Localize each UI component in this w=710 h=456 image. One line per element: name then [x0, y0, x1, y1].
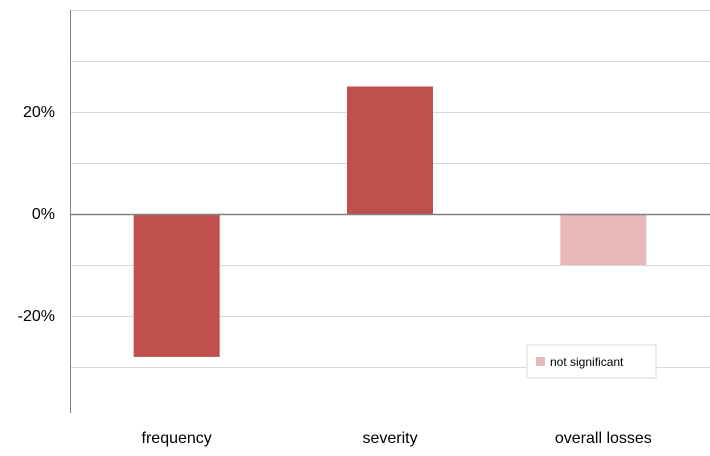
bar-frequency [133, 214, 220, 357]
y-tick-label: -20% [18, 308, 55, 325]
x-tick-labels: frequency severity overall losses [142, 430, 652, 447]
x-tick-label: overall losses [555, 430, 652, 447]
y-tick-label: 20% [23, 104, 55, 121]
bar-severity [347, 86, 433, 215]
legend-swatch-not-significant [536, 357, 545, 366]
legend-label-not-significant: not significant [550, 355, 624, 369]
bar-overall-losses [560, 214, 647, 266]
legend: not significant [526, 344, 657, 379]
x-tick-label: severity [362, 430, 417, 447]
y-tick-labels: -20% 0% 20% [18, 104, 55, 325]
legend-box [526, 344, 657, 379]
x-tick-label: frequency [142, 430, 212, 447]
bars [133, 86, 647, 357]
y-tick-label: 0% [32, 206, 55, 223]
axes [70, 10, 710, 413]
